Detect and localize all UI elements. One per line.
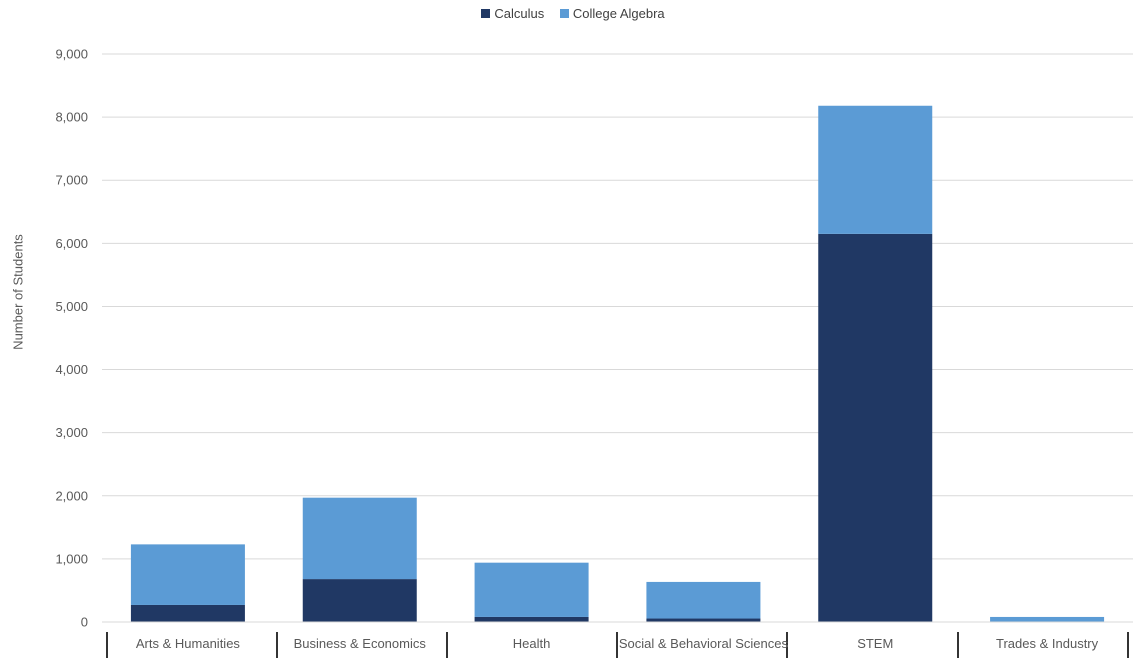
x-tick-label: STEM bbox=[857, 636, 893, 651]
bar-college-algebra bbox=[818, 105, 933, 234]
y-tick-label: 1,000 bbox=[55, 551, 88, 566]
bar-college-algebra bbox=[474, 562, 589, 617]
bar-calculus bbox=[302, 579, 417, 622]
bar-college-algebra bbox=[130, 544, 245, 605]
y-tick-label: 8,000 bbox=[55, 110, 88, 125]
bar-calculus bbox=[818, 233, 933, 622]
y-tick-label: 5,000 bbox=[55, 299, 88, 314]
bar-calculus bbox=[474, 616, 589, 622]
bar-calculus bbox=[130, 604, 245, 622]
y-tick-label: 2,000 bbox=[55, 488, 88, 503]
legend-label-calculus: Calculus bbox=[494, 6, 545, 21]
legend-item-college-algebra: College Algebra bbox=[559, 6, 665, 21]
y-tick-label: 7,000 bbox=[55, 173, 88, 188]
bar-college-algebra bbox=[990, 616, 1105, 622]
bar-college-algebra bbox=[646, 581, 761, 619]
x-tick-label: Business & Economics bbox=[294, 636, 427, 651]
y-tick-label: 3,000 bbox=[55, 425, 88, 440]
legend-swatch-calculus bbox=[481, 9, 491, 18]
legend-label-college-algebra: College Algebra bbox=[572, 6, 665, 21]
legend: Calculus College Algebra bbox=[0, 6, 1146, 21]
x-tick-label: Trades & Industry bbox=[996, 636, 1099, 651]
legend-item-calculus: Calculus bbox=[481, 6, 544, 21]
bar-calculus bbox=[646, 618, 761, 622]
x-tick-label: Health bbox=[513, 636, 551, 651]
y-tick-label: 9,000 bbox=[55, 47, 88, 62]
x-tick-label: Social & Behavioral Sciences bbox=[619, 636, 789, 651]
x-tick-label: Arts & Humanities bbox=[136, 636, 241, 651]
y-tick-label: 0 bbox=[81, 615, 88, 630]
legend-swatch-college-algebra bbox=[559, 9, 569, 18]
bar-college-algebra bbox=[302, 497, 417, 580]
y-tick-label: 4,000 bbox=[55, 362, 88, 377]
y-tick-label: 6,000 bbox=[55, 236, 88, 251]
